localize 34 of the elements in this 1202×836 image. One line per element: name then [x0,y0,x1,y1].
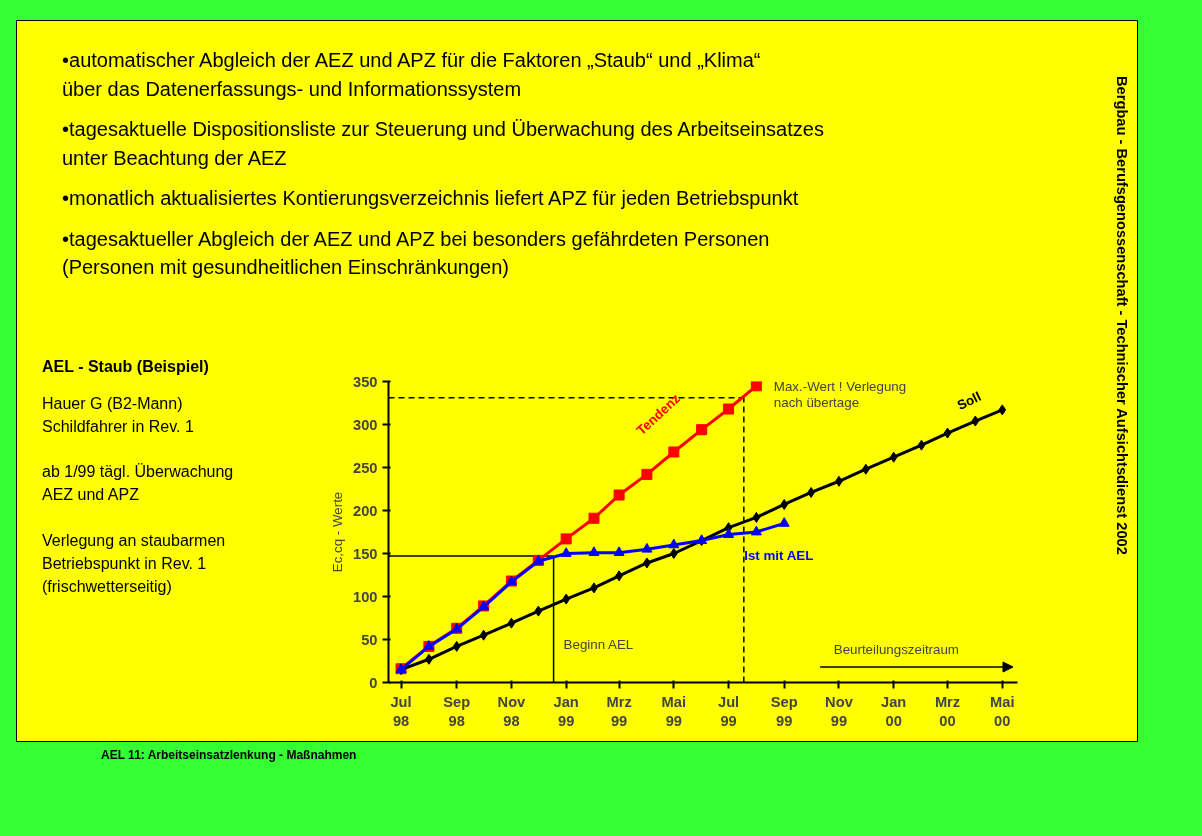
x-tick-label: Mai 00 [990,693,1015,729]
x-tick-label: Mrz 99 [606,693,632,729]
y-tick-label: 200 [353,502,378,519]
text: AEL - Staub (Beispiel) [42,357,210,377]
y-tick-label: 100 [353,588,378,605]
text: •tagesaktueller Abgleich der AEZ und APZ bei besonders gefährdeten Personen (Personen mit gesundheitlichen Einschränkungen) [62,226,771,281]
x-tick-label: Mai 99 [661,693,687,729]
x-tick-label: Jan 99 [553,693,579,729]
x-tick-label: Jul 98 [390,693,412,729]
x-tick-label: Jul 99 [717,693,740,729]
y-tick-label: 150 [353,545,378,562]
x-tick-label: Mrz 00 [934,693,961,729]
ref-line-label: Max.-Wert ! Verlegung nach übertage [773,378,907,410]
y-tick-label: 350 [353,373,378,390]
y-tick-label: 300 [353,416,378,433]
text: •automatischer Abgleich der AEZ und APZ für die Faktoren „Staub“ und „Klima“ über das Datenerfassungs- und Informationssystem [62,48,762,102]
x-tick-label: Jan 00 [881,693,907,729]
text: •tagesaktuelle Dispositionsliste zur Steuerung und Überwachung des Arbeitseinsatzes unter Beachtung der AEZ [62,117,824,171]
text: AEL 11: Arbeitseinsatzlenkung - Maßnahmen [101,747,357,764]
text: Bergbau - Berufsgenossenschaft - Technischer Aufsichtsdienst 2002 [1113,76,1131,555]
x-tick-label: Sep 98 [443,693,471,729]
y-tick-label: 0 [369,674,378,691]
series-label: Ist mit AEL [744,548,814,564]
text: Soll [954,388,984,414]
x-tick-label: Sep 99 [770,693,798,729]
ref-line-label: Beginn AEL [563,637,634,653]
y-tick-label: 50 [361,631,378,648]
text: •monatlich aktualisiertes Kontierungsverzeichnis liefert APZ für jeden Betriebspunkt [62,186,800,212]
x-tick-label: Nov 98 [497,693,527,729]
y-axis-title: Ec,cq - Werte [330,491,346,573]
y-tick-label: 250 [353,459,378,476]
text: Hauer G (B2-Mann) Schildfahrer in Rev. 1 ab 1/99 tägl. Überwachung AEZ und APZ Verlegung an staubarmen Betriebspunkt in Rev. 1 (frischwetterseitig) [42,394,234,595]
x-tick-label: Nov 99 [825,693,854,729]
annotation: Beurteilungszeitraum [833,641,959,657]
